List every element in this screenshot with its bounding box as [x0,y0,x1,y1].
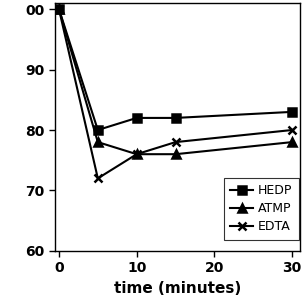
EDTA [135,152,139,156]
ATMP [135,152,139,156]
EDTA [174,140,177,144]
HEDP [290,110,294,114]
EDTA [57,7,61,11]
HEDP [135,116,139,120]
ATMP [290,140,294,144]
HEDP [57,7,61,11]
Line: EDTA: EDTA [55,5,296,183]
HEDP [174,116,177,120]
ATMP [174,152,177,156]
Legend: HEDP, ATMP, EDTA: HEDP, ATMP, EDTA [224,178,299,240]
ATMP [96,140,100,144]
EDTA [290,128,294,132]
HEDP [96,128,100,132]
Line: HEDP: HEDP [55,5,296,134]
ATMP [57,7,61,11]
X-axis label: time (minutes): time (minutes) [114,281,241,296]
Line: ATMP: ATMP [55,5,296,159]
EDTA [96,177,100,180]
